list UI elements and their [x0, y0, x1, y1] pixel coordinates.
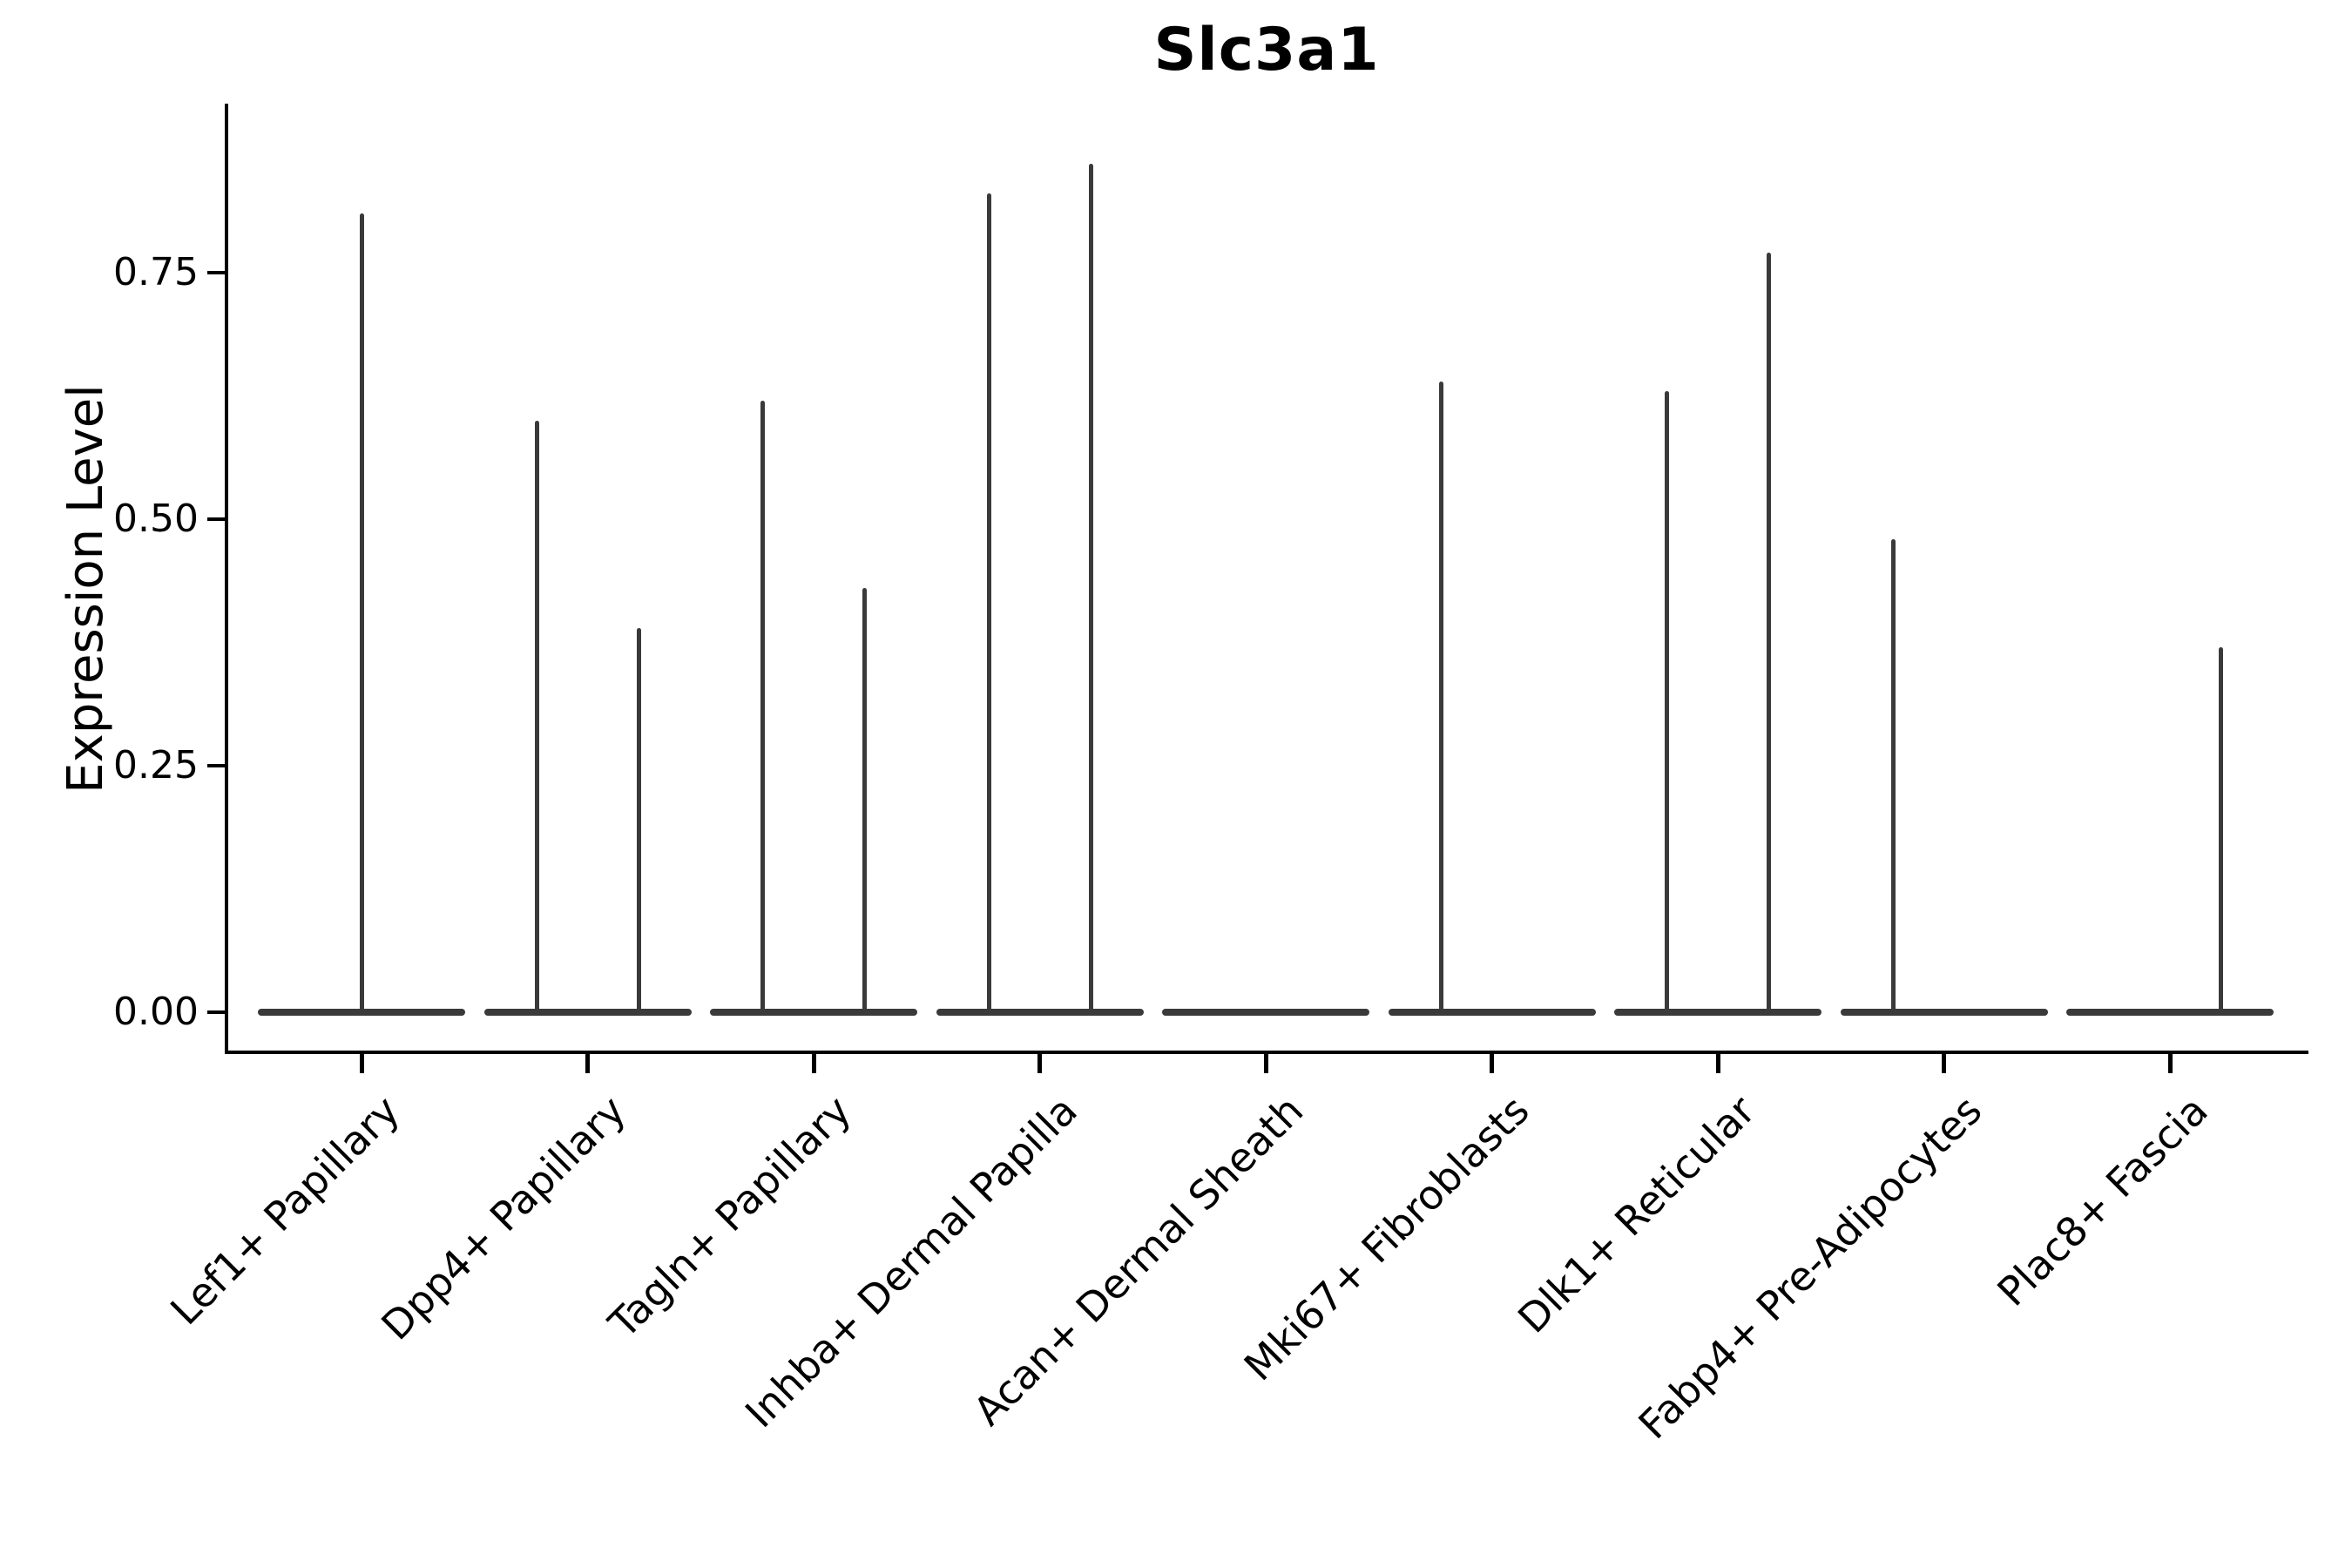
- violin-baseline: [710, 1009, 917, 1016]
- violin-spike: [534, 420, 539, 1016]
- x-axis-label: Lef1+ Papillary: [160, 1086, 409, 1335]
- y-tick: [207, 271, 225, 274]
- y-tick-label: 0.75: [113, 250, 199, 294]
- x-axis-label: Tagln+ Papillary: [599, 1086, 861, 1348]
- violin-spike: [760, 401, 765, 1016]
- violin-baseline: [483, 1009, 692, 1016]
- violin-baseline: [1388, 1009, 1596, 1016]
- violin-spike: [2219, 647, 2223, 1016]
- violin-spike: [1767, 253, 1771, 1016]
- x-tick: [1715, 1054, 1720, 1073]
- y-tick-label: 0.50: [113, 497, 199, 541]
- violin-spike: [1088, 164, 1093, 1016]
- plot-panel: [225, 104, 2308, 1054]
- y-tick-label: 0.25: [113, 743, 199, 787]
- x-axis-label: Plac8+ Fascia: [1988, 1086, 2217, 1315]
- violin-spike: [862, 588, 867, 1016]
- y-tick-label: 0.00: [113, 990, 199, 1034]
- x-axis-label: Dlk1+ Reticular: [1509, 1086, 1765, 1342]
- violin-baseline: [1614, 1009, 1821, 1016]
- violin-spike: [636, 627, 641, 1016]
- chart-title: Slc3a1: [1153, 16, 1380, 84]
- x-tick: [2167, 1054, 2173, 1073]
- violin-spike: [1890, 538, 1896, 1016]
- violin-baseline: [1162, 1009, 1369, 1016]
- y-tick: [207, 764, 225, 767]
- x-tick: [585, 1054, 590, 1073]
- y-tick: [207, 1010, 225, 1014]
- x-tick: [1263, 1054, 1268, 1073]
- x-axis-label: Dpp4+ Papillary: [371, 1086, 635, 1349]
- violin-baseline: [2066, 1009, 2274, 1016]
- violin-spike: [986, 193, 991, 1016]
- x-tick: [1037, 1054, 1042, 1073]
- violin-spike: [1438, 381, 1443, 1016]
- violin-spike: [359, 213, 364, 1016]
- x-tick: [1942, 1054, 1946, 1073]
- x-tick: [811, 1054, 816, 1073]
- x-tick: [1490, 1054, 1494, 1073]
- violin-baseline: [1840, 1009, 2048, 1016]
- violin-spike: [1665, 390, 1669, 1016]
- y-tick: [207, 517, 225, 521]
- violin-baseline: [936, 1009, 1144, 1016]
- x-tick: [359, 1054, 364, 1073]
